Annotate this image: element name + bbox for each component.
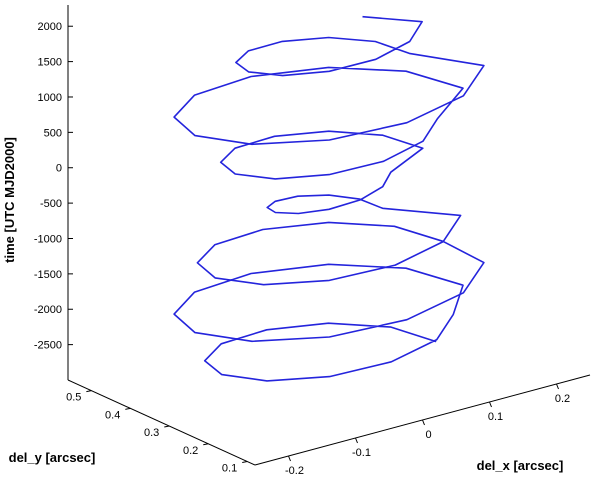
y-tick [203, 443, 209, 446]
y-tick-label: 0.3 [144, 427, 159, 439]
x-tick [556, 383, 559, 390]
y-tick-label: 0.2 [183, 445, 198, 457]
z-tick-label: 0 [56, 163, 62, 175]
x-tick-label: 0.2 [555, 393, 570, 405]
z-axis-label: time [UTC MJD2000] [2, 137, 17, 263]
z-tick-label: 2000 [38, 21, 62, 33]
z-tick-label: -2000 [34, 304, 62, 316]
x-axis-label: del_x [arcsec] [477, 458, 564, 473]
x-tick [489, 401, 492, 408]
z-tick-label: 1500 [38, 57, 62, 69]
y-tick [164, 425, 170, 428]
y-tick-label: 0.1 [222, 462, 237, 474]
y-tick [125, 407, 131, 410]
z-tick-label: 500 [44, 127, 62, 139]
z-tick-label: -500 [40, 198, 62, 210]
y-axis-line [67, 379, 256, 466]
x-tick [422, 419, 425, 426]
x-tick [355, 437, 358, 444]
z-tick-label: -1500 [34, 269, 62, 281]
y-axis-label: del_y [arcsec] [9, 450, 96, 465]
y-tick-label: 0.4 [105, 409, 120, 421]
x-tick-label: 0.1 [488, 411, 503, 423]
z-tick-label: 1000 [38, 92, 62, 104]
z-tick-label: -2500 [34, 340, 62, 352]
x-tick-label: -0.1 [352, 447, 371, 459]
x-tick-label: -0.2 [285, 465, 304, 477]
y-tick-label: 0.5 [66, 392, 81, 404]
x-tick-label: 0 [425, 429, 431, 441]
x-tick [288, 455, 291, 462]
y-tick [86, 390, 92, 393]
data-line [173, 15, 485, 382]
y-tick [242, 460, 248, 463]
z-tick-label: -1000 [34, 233, 62, 245]
